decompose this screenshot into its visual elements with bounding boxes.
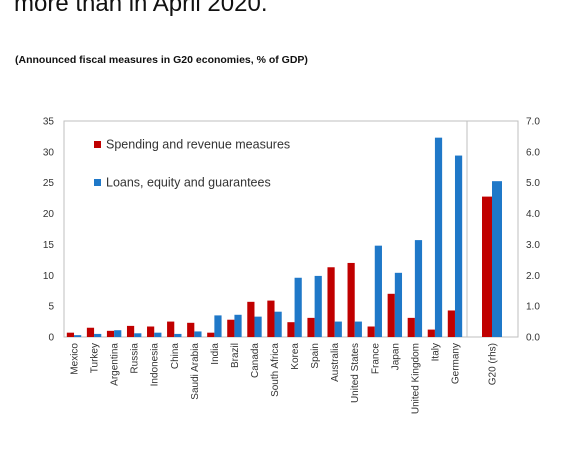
bar-loans	[114, 330, 122, 337]
bar-loans	[374, 245, 382, 337]
x-category-label: Mexico	[70, 343, 81, 375]
x-category-label: G20 (rhs)	[488, 343, 499, 385]
bar-loans	[314, 275, 322, 337]
y-tick-label: 25	[43, 178, 55, 189]
bar-spending	[307, 317, 315, 337]
x-category-label: United Kingdom	[410, 343, 421, 414]
bar-loans	[454, 155, 463, 337]
y-tick-label: 15	[43, 240, 55, 251]
x-category-label: Russia	[130, 343, 141, 374]
x-category-label: Italy	[430, 343, 441, 361]
bar-loans	[94, 333, 102, 337]
x-category-label: Korea	[290, 343, 301, 370]
y2-tick-label: 1.0	[526, 302, 540, 313]
bar-spending	[327, 267, 335, 337]
bar-loans	[334, 321, 342, 337]
bar-spending	[147, 326, 155, 337]
y2-tick-label: 3.0	[526, 240, 540, 251]
x-category-label: Australia	[330, 343, 341, 382]
bar-spending	[447, 310, 455, 337]
x-category-label: India	[210, 343, 221, 365]
bar-spending	[407, 317, 415, 337]
bar-spending	[287, 322, 295, 337]
bar-loans	[394, 272, 403, 337]
bar-spending	[207, 332, 215, 337]
bar-loans	[254, 316, 262, 337]
bar-loans	[134, 333, 142, 337]
x-category-label: South Africa	[270, 343, 281, 397]
y2-tick-label: 7.0	[526, 117, 540, 128]
legend-label: Spending and revenue measures	[106, 138, 290, 152]
bar-loans	[354, 321, 362, 337]
x-category-label: Germany	[450, 343, 461, 384]
y2-tick-label: 5.0	[526, 178, 540, 189]
bar-spending	[387, 293, 395, 337]
plot-frame	[63, 120, 519, 338]
bar-loans	[492, 181, 502, 337]
bar-spending	[227, 319, 235, 337]
bar-spending	[247, 301, 255, 337]
y-tick-label: 20	[43, 209, 55, 220]
bar-spending	[267, 300, 275, 337]
x-category-label: United States	[350, 343, 361, 403]
y-tick-label: 5	[48, 302, 54, 313]
y2-tick-label: 0.0	[526, 333, 540, 344]
headline-text: more than in April 2020.	[14, 0, 268, 17]
bar-spending	[106, 330, 115, 337]
chart-title: (Announced fiscal measures in G20 econom…	[15, 54, 308, 66]
legend-label: Loans, equity and guarantees	[106, 176, 271, 190]
y2-tick-label: 4.0	[526, 209, 540, 220]
x-category-label: Brazil	[230, 343, 241, 368]
y-tick-label: 30	[43, 147, 55, 158]
bar-spending	[347, 262, 355, 337]
x-category-label: Argentina	[110, 343, 121, 386]
bar-loans	[174, 333, 182, 337]
bar-loans	[414, 240, 423, 337]
bar-spending	[427, 329, 435, 337]
x-category-label: Spain	[310, 343, 321, 369]
x-category-label: China	[170, 343, 181, 370]
bar-spending	[187, 322, 195, 337]
bar-spending	[86, 327, 95, 337]
x-category-label: France	[370, 343, 381, 375]
bar-loans	[214, 315, 222, 337]
bar-loans	[234, 314, 242, 337]
x-category-label: Canada	[250, 343, 261, 378]
legend-swatch	[94, 179, 101, 186]
bar-spending	[482, 196, 492, 337]
y-tick-label: 0	[48, 333, 54, 344]
bar-loans	[194, 331, 202, 337]
bar-spending	[66, 332, 75, 337]
x-category-label: Indonesia	[150, 343, 161, 387]
y2-tick-label: 6.0	[526, 147, 540, 158]
bar-loans	[154, 332, 162, 337]
bar-spending	[126, 325, 135, 337]
bar-loans	[274, 311, 282, 337]
x-category-label: Japan	[390, 343, 401, 370]
x-category-label: Saudi Arabia	[190, 343, 201, 400]
bar-spending	[367, 326, 375, 337]
bar-spending	[167, 321, 175, 337]
y-tick-label: 10	[43, 271, 55, 282]
y-tick-label: 35	[43, 117, 55, 128]
x-category-label: Turkey	[90, 343, 101, 373]
bar-loans	[434, 137, 443, 337]
bar-loans	[74, 335, 82, 337]
legend-swatch	[94, 141, 101, 148]
plot-area: 0 5 10 15 20 25 30 35 0.0 1.0 2.0 3.0 4.0 5.0 6.0 7.0 Me…	[43, 117, 540, 415]
y2-tick-label: 2.0	[526, 271, 540, 282]
bar-loans	[294, 277, 302, 337]
